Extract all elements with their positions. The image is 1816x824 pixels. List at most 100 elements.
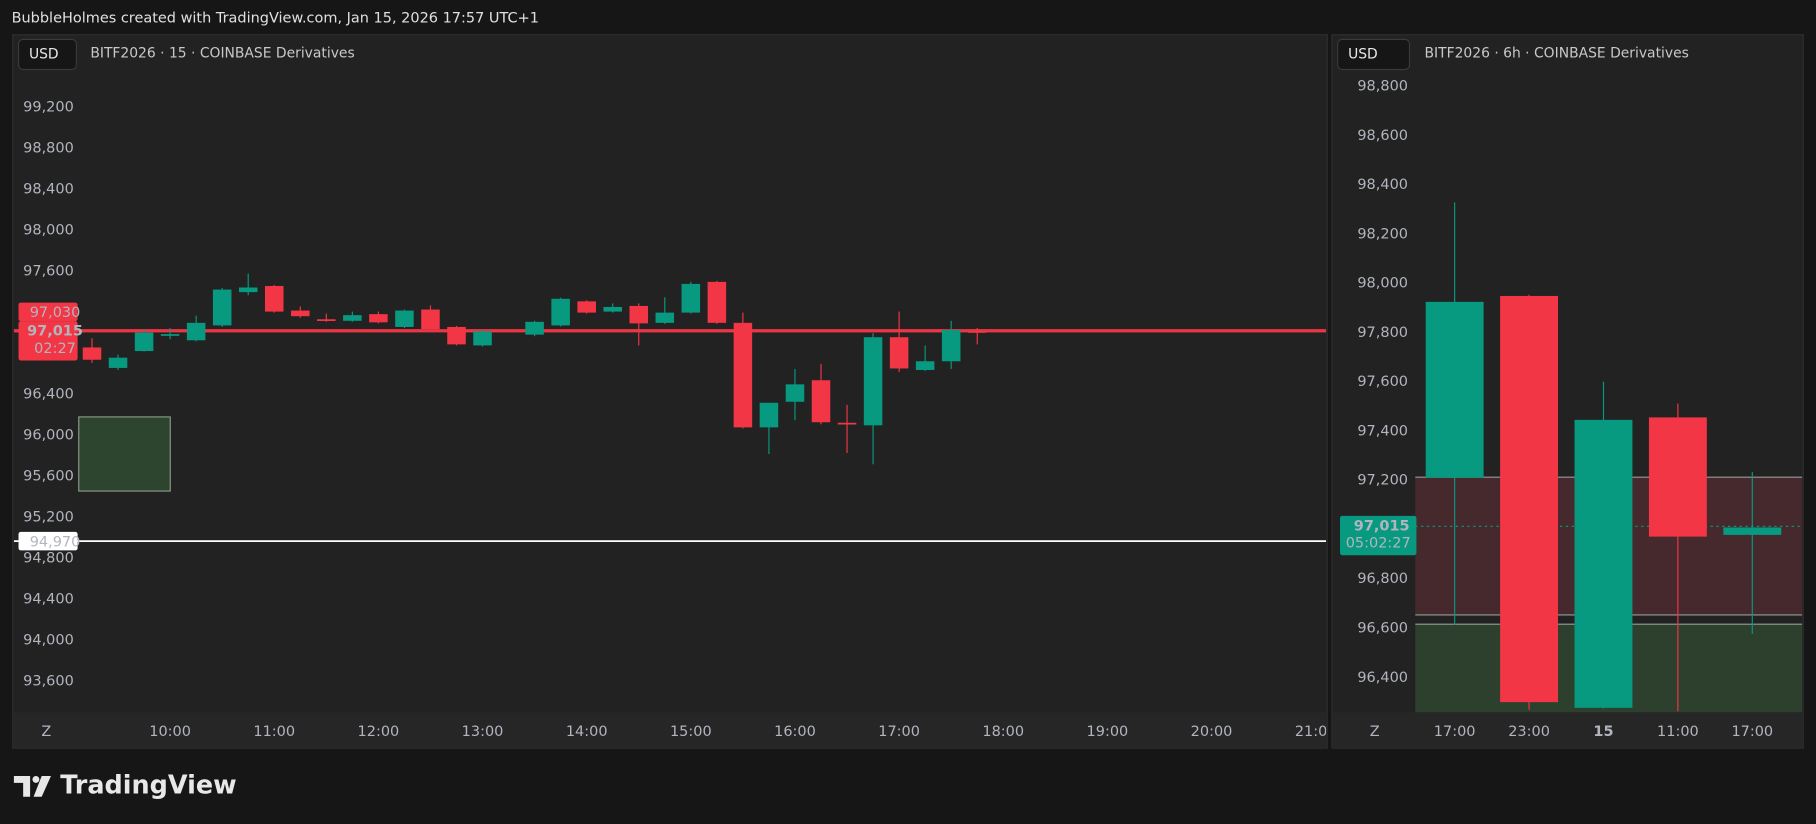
y-tick-label: 97,400 (1357, 423, 1408, 439)
candle-body (655, 312, 675, 323)
currency-label[interactable]: USD (1348, 46, 1378, 62)
currency-button[interactable] (1337, 38, 1411, 71)
candle-body (82, 347, 102, 360)
currency-label[interactable]: USD (29, 46, 59, 62)
y-tick-label: 95,200 (23, 510, 74, 526)
y-tick-label: 97,800 (1357, 325, 1408, 341)
logo-mark (32, 775, 40, 783)
chart-title: BITF2026 · 6h · COINBASE Derivatives (1425, 45, 1689, 61)
x-tick-label: 17:00 (1731, 724, 1773, 740)
candle-body (811, 380, 831, 423)
x-tick-label: 11:00 (1657, 724, 1699, 740)
candle-body (473, 331, 492, 346)
logo-mark (33, 775, 51, 797)
candle-body (421, 309, 440, 330)
candle-body (551, 298, 570, 326)
y-tick-label: 96,000 (23, 428, 74, 444)
candle-body (447, 326, 466, 345)
logo: TradingView (13, 770, 237, 800)
header-text: BubbleHolmes created with TradingView.co… (12, 11, 539, 27)
y-tick-label: 94,000 (23, 633, 74, 649)
panel-left (12, 34, 1328, 749)
candle-body (264, 285, 284, 312)
candle-body (108, 357, 128, 368)
candle-body (238, 287, 258, 293)
y-tick-label: 98,800 (1357, 79, 1408, 95)
y-tick-label: 98,800 (23, 141, 74, 157)
candle-body (915, 361, 935, 370)
candle-body (707, 281, 727, 323)
y-tick-label: 98,400 (1357, 177, 1408, 193)
x-tick-label: 13:00 (462, 724, 504, 740)
last-price-label: 97,015 (1354, 518, 1410, 534)
y-tick-label: 98,400 (23, 182, 74, 198)
y-tick-label: 94,400 (23, 592, 74, 608)
chart-title: BITF2026 · 15 · COINBASE Derivatives (90, 45, 354, 61)
candle-body (1425, 301, 1484, 478)
candle-body (863, 337, 883, 426)
drawing-box (78, 416, 171, 492)
countdown: 02:27 (34, 341, 76, 357)
x-tick-label: 21:00 (1295, 724, 1337, 740)
candle-body (733, 322, 753, 428)
time-axis-right (1333, 712, 1803, 747)
candle-body (134, 332, 154, 352)
x-tick-label: 15 (1593, 724, 1613, 740)
candle-body (681, 283, 701, 313)
candle-body (160, 334, 180, 336)
candle-body (1648, 417, 1707, 537)
brand-name: TradingView (60, 770, 236, 800)
timezone-label: Z (41, 724, 51, 740)
candle-body (291, 310, 310, 317)
x-tick-label: 15:00 (670, 724, 712, 740)
candle-body (603, 306, 622, 312)
candle-body (967, 331, 987, 333)
y-tick-label: 96,800 (1357, 571, 1408, 587)
candle-body (889, 337, 909, 369)
y-tick-label: 94,800 (23, 551, 74, 567)
currency-button[interactable] (17, 38, 78, 71)
y-tick-label: 98,600 (1357, 128, 1408, 144)
candle-body (1574, 419, 1633, 708)
y-tick-label: 93,600 (23, 674, 74, 690)
y-tick-label: 98,000 (23, 223, 74, 239)
last-price-tag (18, 321, 78, 361)
x-tick-label: 17:00 (1434, 724, 1476, 740)
x-tick-label: 18:00 (982, 724, 1024, 740)
y-tick-label: 96,400 (23, 387, 74, 403)
y-tick-label: 97,600 (1357, 374, 1408, 390)
countdown: 05:02:27 (1346, 536, 1411, 552)
candle-body (629, 305, 649, 324)
candle-body (577, 301, 596, 313)
x-tick-label: 23:00 (1508, 724, 1550, 740)
price-tag (18, 531, 78, 551)
candle-body (395, 310, 414, 327)
candle-body (941, 330, 961, 362)
time-axis-left (13, 712, 1327, 747)
logo-mark (13, 775, 31, 797)
candle-body (317, 319, 336, 322)
chart-right: 98,800 98,600 98,400 98,200 98,000 97,800 97,6… (1339, 79, 1803, 740)
chart-left: 99,200 98,800 98,400 98,000 97,600 96,400 96,0… (13, 100, 1337, 740)
candle-body (343, 315, 362, 321)
y-tick-label: 96,600 (1357, 620, 1408, 636)
y-tick-label: 96,400 (1357, 670, 1408, 686)
x-tick-label: 19:00 (1087, 724, 1129, 740)
y-tick-label: 99,200 (23, 100, 74, 116)
y-tick-label: 97,600 (23, 264, 74, 280)
x-tick-label: 11:00 (253, 724, 295, 740)
candle-body (525, 321, 544, 335)
candle-body (1723, 527, 1782, 535)
x-tick-label: 12:00 (358, 724, 400, 740)
candle-body (1500, 295, 1559, 703)
candle-body (837, 422, 857, 425)
x-tick-label: 14:00 (566, 724, 608, 740)
y-tick-label: 97,200 (1357, 473, 1408, 489)
x-tick-label: 20:00 (1191, 724, 1233, 740)
price-tag-label: 97,030 (30, 305, 81, 321)
price-tag-label: 94,970 (30, 534, 81, 550)
candle-body (785, 384, 805, 402)
candle-body (759, 402, 779, 428)
candle-body (212, 289, 232, 326)
